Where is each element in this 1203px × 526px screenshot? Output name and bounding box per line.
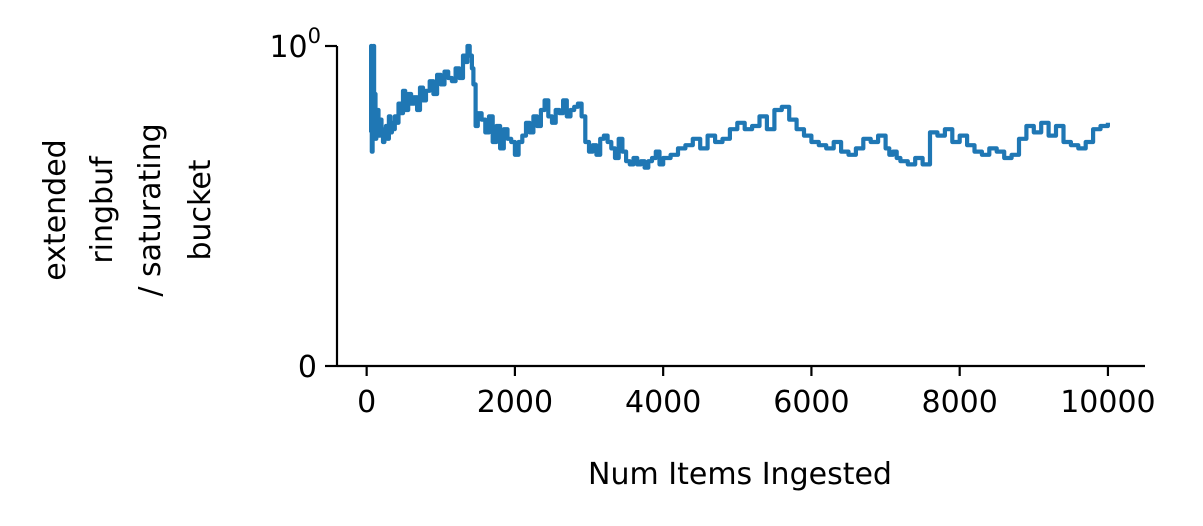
x-tick-label: 10000 (1060, 385, 1155, 420)
x-ticks: 0 2000 4000 6000 8000 10000 (357, 366, 1156, 420)
plot-area (369, 43, 1111, 170)
series-line (369, 43, 1111, 170)
y-axis-title-line: ringbuf (85, 155, 120, 264)
y-ticks: 0 100 (269, 24, 337, 385)
y-axis-title: extended ringbuf / saturating bucket (38, 123, 218, 296)
x-tick-label: 6000 (773, 385, 849, 420)
y-axis-title-line: bucket (183, 159, 218, 260)
y-tick-label: 100 (269, 24, 321, 65)
x-tick-label: 4000 (625, 385, 701, 420)
x-axis-title: Num Items Ingested (588, 457, 892, 492)
y-tick-label: 0 (298, 350, 317, 385)
y-axis-title-line: extended (38, 139, 73, 280)
x-tick-label: 0 (357, 385, 376, 420)
x-tick-label: 2000 (477, 385, 553, 420)
y-axis-title-line: / saturating (133, 123, 168, 296)
x-tick-label: 8000 (921, 385, 997, 420)
